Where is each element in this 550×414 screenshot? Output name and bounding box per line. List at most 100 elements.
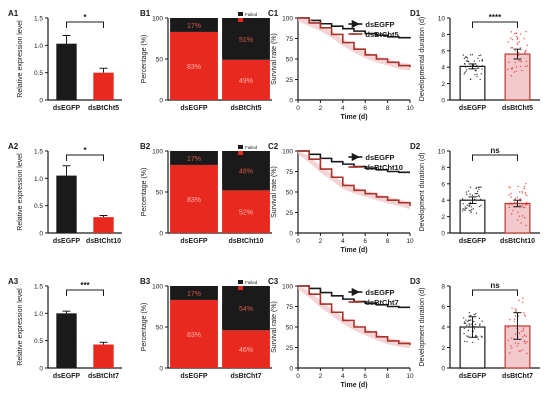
bar	[504, 202, 531, 234]
data-point	[478, 186, 481, 188]
data-point	[474, 323, 477, 326]
legend-swatch	[238, 18, 243, 22]
y-tick-label: 1.0	[34, 176, 43, 183]
data-point	[465, 207, 467, 210]
data-point	[481, 336, 483, 338]
data-point	[479, 205, 481, 208]
data-point	[466, 340, 468, 343]
data-point	[508, 61, 510, 64]
stacked-bar-segment	[222, 59, 270, 100]
survival-line	[298, 17, 411, 68]
data-point	[523, 188, 526, 190]
data-point	[518, 41, 521, 43]
data-label: 17%	[187, 156, 201, 163]
data-point	[465, 68, 468, 71]
bar	[459, 65, 486, 101]
data-point	[520, 198, 522, 200]
data-point	[461, 210, 464, 212]
panel-B3: B3 Percentage (%) 0 50 100 83% 17% dsEGFP 46% 54%…	[140, 277, 272, 380]
data-point	[510, 337, 513, 339]
data-point	[474, 65, 477, 68]
x-tick-label: 10	[406, 105, 414, 112]
data-point	[514, 315, 517, 317]
data-point	[480, 186, 482, 188]
data-point	[464, 322, 467, 324]
data-point	[478, 317, 481, 320]
y-tick-label: 2	[441, 214, 445, 221]
data-point	[464, 209, 466, 212]
data-point	[468, 61, 470, 63]
data-point	[469, 186, 472, 189]
legend-swatch	[238, 151, 243, 155]
data-point	[510, 345, 512, 347]
data-point	[465, 191, 468, 193]
data-point	[462, 317, 465, 319]
stacked-bar-segment	[222, 151, 270, 191]
y-tick-label: 0	[441, 231, 445, 238]
panel-label: A2	[8, 142, 19, 151]
x-tick-label: dsEGFP	[180, 373, 208, 380]
data-point	[524, 191, 527, 194]
data-point	[518, 191, 521, 193]
data-point	[510, 196, 512, 198]
panel-label: B1	[140, 9, 151, 18]
y-tick-label: 2	[441, 81, 445, 88]
data-point	[519, 205, 521, 207]
data-point	[522, 297, 524, 299]
data-point	[465, 56, 468, 59]
data-point	[521, 190, 523, 193]
survival-line	[298, 17, 411, 39]
data-point	[466, 207, 468, 209]
data-point	[513, 320, 516, 323]
data-point	[464, 63, 466, 65]
data-point	[513, 71, 515, 73]
y-tick-label: 75	[286, 169, 294, 176]
panel-label: C1	[268, 9, 279, 18]
data-point	[516, 42, 518, 44]
x-tick-label: 10	[406, 373, 414, 380]
x-tick-label: dsEGFP	[180, 105, 208, 112]
y-tick-label: 6	[441, 48, 445, 55]
data-point	[463, 321, 466, 323]
data-point	[526, 65, 529, 67]
data-point	[478, 194, 480, 196]
x-tick-label: dsEGFP	[459, 238, 487, 245]
x-tick-label: dsEGFP	[180, 238, 208, 245]
data-point	[470, 211, 472, 213]
x-tick-label: 2	[319, 373, 323, 380]
data-point	[511, 307, 513, 309]
x-tick-label: dsBtCht7	[88, 373, 119, 380]
data-point	[514, 310, 517, 313]
data-point	[518, 332, 521, 335]
bar	[56, 175, 77, 233]
data-point	[471, 54, 474, 56]
data-point	[521, 301, 524, 304]
data-point	[466, 204, 468, 206]
data-point	[463, 57, 466, 60]
panel-A3: A3 Relative expression level 0 0.5 1.0 1.5 dsE…	[8, 277, 122, 380]
y-tick-label: 50	[156, 325, 164, 332]
data-point	[469, 54, 472, 56]
data-point	[473, 198, 476, 201]
y-tick-label: 0	[159, 366, 163, 373]
data-point	[475, 69, 477, 72]
y-tick-label: 0.5	[34, 70, 43, 77]
data-label: 51%	[239, 37, 253, 44]
data-point	[480, 204, 482, 206]
data-point	[515, 70, 517, 72]
data-point	[520, 222, 522, 224]
significance-bracket	[66, 289, 104, 296]
significance-bracket	[472, 289, 518, 296]
data-point	[516, 196, 519, 199]
data-point	[520, 33, 522, 35]
data-point	[526, 194, 528, 197]
data-point	[463, 327, 465, 330]
data-point	[525, 60, 528, 63]
data-point	[520, 60, 523, 63]
data-point	[464, 66, 467, 68]
data-point	[514, 50, 516, 52]
data-point	[519, 350, 522, 352]
data-point	[507, 326, 509, 329]
